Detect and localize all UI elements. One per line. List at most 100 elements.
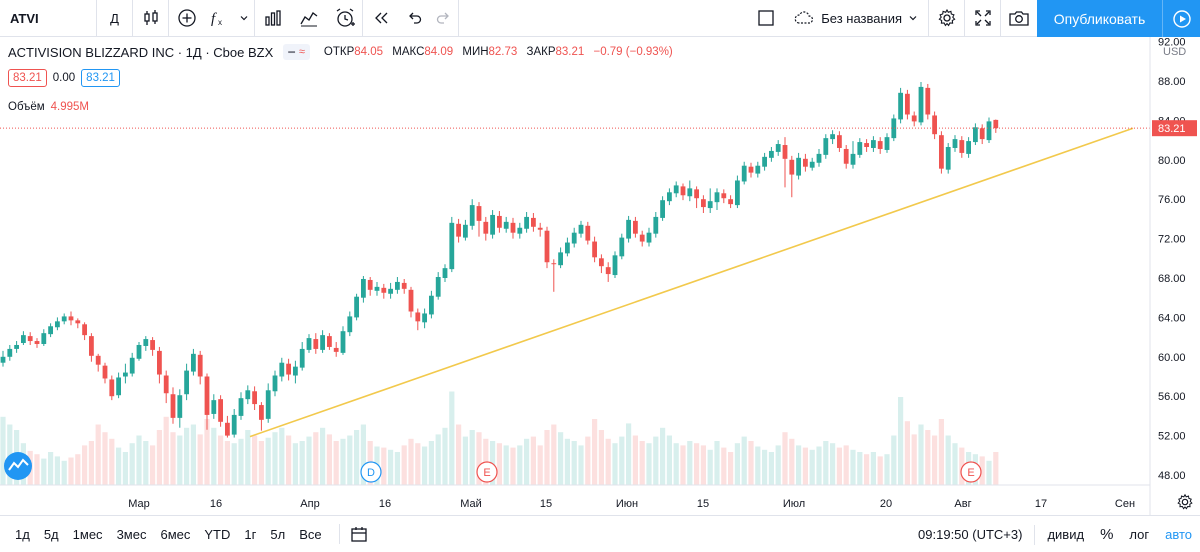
log-toggle[interactable]: лог xyxy=(1129,527,1150,542)
range-button[interactable]: 1мес xyxy=(72,526,103,542)
undo-button[interactable] xyxy=(399,0,429,37)
candle xyxy=(823,134,829,159)
range-button[interactable]: Все xyxy=(299,526,322,542)
volume-value: 4.995M xyxy=(50,101,89,113)
volume-bar xyxy=(857,452,863,485)
volume-bar xyxy=(775,445,781,485)
interval-selector[interactable]: Д xyxy=(97,0,133,37)
tradingview-logo[interactable] xyxy=(4,452,32,480)
candle xyxy=(340,326,346,355)
clock-time[interactable]: 09:19:50 (UTC+3) xyxy=(918,527,1023,542)
range-button[interactable]: 5д xyxy=(43,526,59,542)
candle xyxy=(245,385,251,405)
chart-style-button[interactable] xyxy=(133,0,169,37)
publish-menu-button[interactable] xyxy=(1162,0,1200,37)
layout-name-button[interactable]: Без названия xyxy=(783,0,929,37)
volume-bar xyxy=(816,446,822,485)
candle xyxy=(299,342,305,371)
volume-bar xyxy=(75,454,81,485)
candle xyxy=(367,277,373,296)
chevron-down-icon xyxy=(240,16,247,21)
settings-button[interactable] xyxy=(929,0,965,37)
alert-button[interactable] xyxy=(327,0,363,37)
range-button[interactable]: 1г xyxy=(244,526,257,542)
volume-bar xyxy=(558,432,564,485)
buy-price-button[interactable]: 83.21 xyxy=(81,69,120,87)
templates-button[interactable] xyxy=(291,0,327,37)
range-button[interactable]: 1д xyxy=(15,526,30,542)
volume-bar xyxy=(333,441,339,485)
earnings-marker[interactable]: E xyxy=(960,461,982,483)
price-tick: 80.00 xyxy=(1158,155,1186,167)
volume-bar xyxy=(952,443,958,485)
volume-bar xyxy=(381,447,387,485)
compare-button[interactable] xyxy=(255,0,291,37)
candle xyxy=(75,318,81,329)
add-indicator-button[interactable] xyxy=(169,0,205,37)
volume-bar xyxy=(585,436,591,485)
auto-toggle[interactable]: авто xyxy=(1165,527,1192,542)
symbol-title[interactable]: ACTIVISION BLIZZARD INC · 1Д · Cboe BZX xyxy=(8,44,274,60)
dividends-toggle[interactable]: дивид xyxy=(1047,527,1085,542)
candle xyxy=(578,220,584,238)
earnings-marker[interactable]: E xyxy=(476,461,498,483)
candle xyxy=(422,308,427,329)
candle xyxy=(429,290,434,319)
volume-bar xyxy=(82,445,88,485)
candle xyxy=(211,394,217,419)
visibility-badge[interactable]: ━ ≈ xyxy=(283,44,310,60)
fullscreen-button[interactable] xyxy=(965,0,1001,37)
volume-bar xyxy=(802,447,808,485)
candle xyxy=(694,186,699,209)
chart-settings-button[interactable] xyxy=(1176,493,1194,516)
price-axis[interactable]: 92.0088.0084.0080.0076.0072.0068.0064.00… xyxy=(0,37,1186,515)
candle xyxy=(769,146,774,162)
volume-bar xyxy=(891,435,897,485)
fullscreen-icon xyxy=(974,10,991,26)
time-tick: 16 xyxy=(379,498,391,510)
time-tick: 16 xyxy=(210,498,222,510)
symbol-search[interactable]: ATVI xyxy=(0,0,97,37)
dividend-marker[interactable]: D xyxy=(360,461,382,483)
candle xyxy=(333,342,339,357)
multi-chart-button[interactable] xyxy=(749,0,783,37)
price-chart[interactable]: 92.0088.0084.0080.0076.0072.0068.0064.00… xyxy=(0,37,1200,515)
volume-bar xyxy=(54,456,60,485)
range-button[interactable]: YTD xyxy=(204,526,231,542)
candle xyxy=(89,333,94,362)
volume-bar xyxy=(646,443,652,485)
candle xyxy=(313,333,319,354)
range-button[interactable]: 3мес xyxy=(116,526,147,542)
snapshot-button[interactable] xyxy=(1001,0,1037,37)
replay-button[interactable] xyxy=(363,0,399,37)
redo-icon xyxy=(436,12,449,24)
time-axis[interactable]: Мар 16 Апр 16 Май 15 Июн 15 Июл 20 Авг 17 Сен xyxy=(128,498,1135,510)
date-range-button[interactable] xyxy=(350,525,368,543)
time-tick: 15 xyxy=(540,498,552,510)
range-button[interactable]: 5л xyxy=(270,526,286,542)
candle xyxy=(619,233,625,260)
indicators-dropdown[interactable] xyxy=(233,0,255,37)
candle xyxy=(184,363,189,401)
candle xyxy=(320,330,325,353)
sell-price-button[interactable]: 83.21 xyxy=(8,69,47,87)
close-value: 83.21 xyxy=(555,46,585,58)
redo-button[interactable] xyxy=(429,0,459,37)
candle xyxy=(27,332,33,345)
candle xyxy=(687,180,693,202)
volume-bar xyxy=(496,443,502,485)
volume-bar xyxy=(626,423,632,485)
volume-bar xyxy=(925,430,931,485)
publish-button[interactable]: Опубликовать xyxy=(1037,0,1162,37)
range-button[interactable]: 6мес xyxy=(160,526,191,542)
percent-toggle[interactable]: % xyxy=(1100,526,1114,543)
candle xyxy=(361,276,366,303)
volume-bar xyxy=(571,441,577,485)
volume-bar xyxy=(904,421,910,485)
trend-line[interactable] xyxy=(249,127,1134,438)
candle xyxy=(252,386,257,410)
volume-bar xyxy=(299,441,305,485)
